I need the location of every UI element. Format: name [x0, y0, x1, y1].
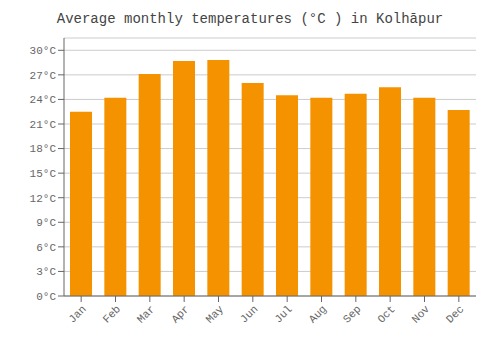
- svg-text:Sep: Sep: [341, 303, 363, 325]
- svg-text:12°C: 12°C: [30, 193, 57, 205]
- svg-text:3°C: 3°C: [36, 266, 56, 278]
- svg-text:Jan: Jan: [66, 303, 88, 325]
- svg-text:Mar: Mar: [135, 303, 157, 325]
- svg-text:Apr: Apr: [169, 303, 191, 325]
- svg-text:Jun: Jun: [238, 303, 260, 325]
- svg-text:18°C: 18°C: [30, 143, 57, 155]
- svg-text:24°C: 24°C: [30, 94, 57, 106]
- svg-text:9°C: 9°C: [36, 217, 56, 229]
- svg-text:0°C: 0°C: [36, 291, 56, 303]
- svg-text:15°C: 15°C: [30, 168, 57, 180]
- svg-text:Jul: Jul: [272, 303, 294, 325]
- svg-text:27°C: 27°C: [30, 70, 57, 82]
- svg-text:Oct: Oct: [375, 303, 397, 325]
- svg-text:30°C: 30°C: [30, 45, 57, 57]
- svg-text:Nov: Nov: [410, 303, 433, 326]
- svg-text:May: May: [204, 303, 227, 326]
- svg-text:Feb: Feb: [101, 303, 123, 325]
- html-text:Average monthly temperatures (: Average monthly temperatures (°C ) in Ko…: [56, 11, 444, 27]
- svg-text:21°C: 21°C: [30, 119, 57, 131]
- svg-text:6°C: 6°C: [36, 242, 56, 254]
- svg-text:Dec: Dec: [444, 303, 466, 325]
- svg-text:Aug: Aug: [307, 303, 329, 325]
